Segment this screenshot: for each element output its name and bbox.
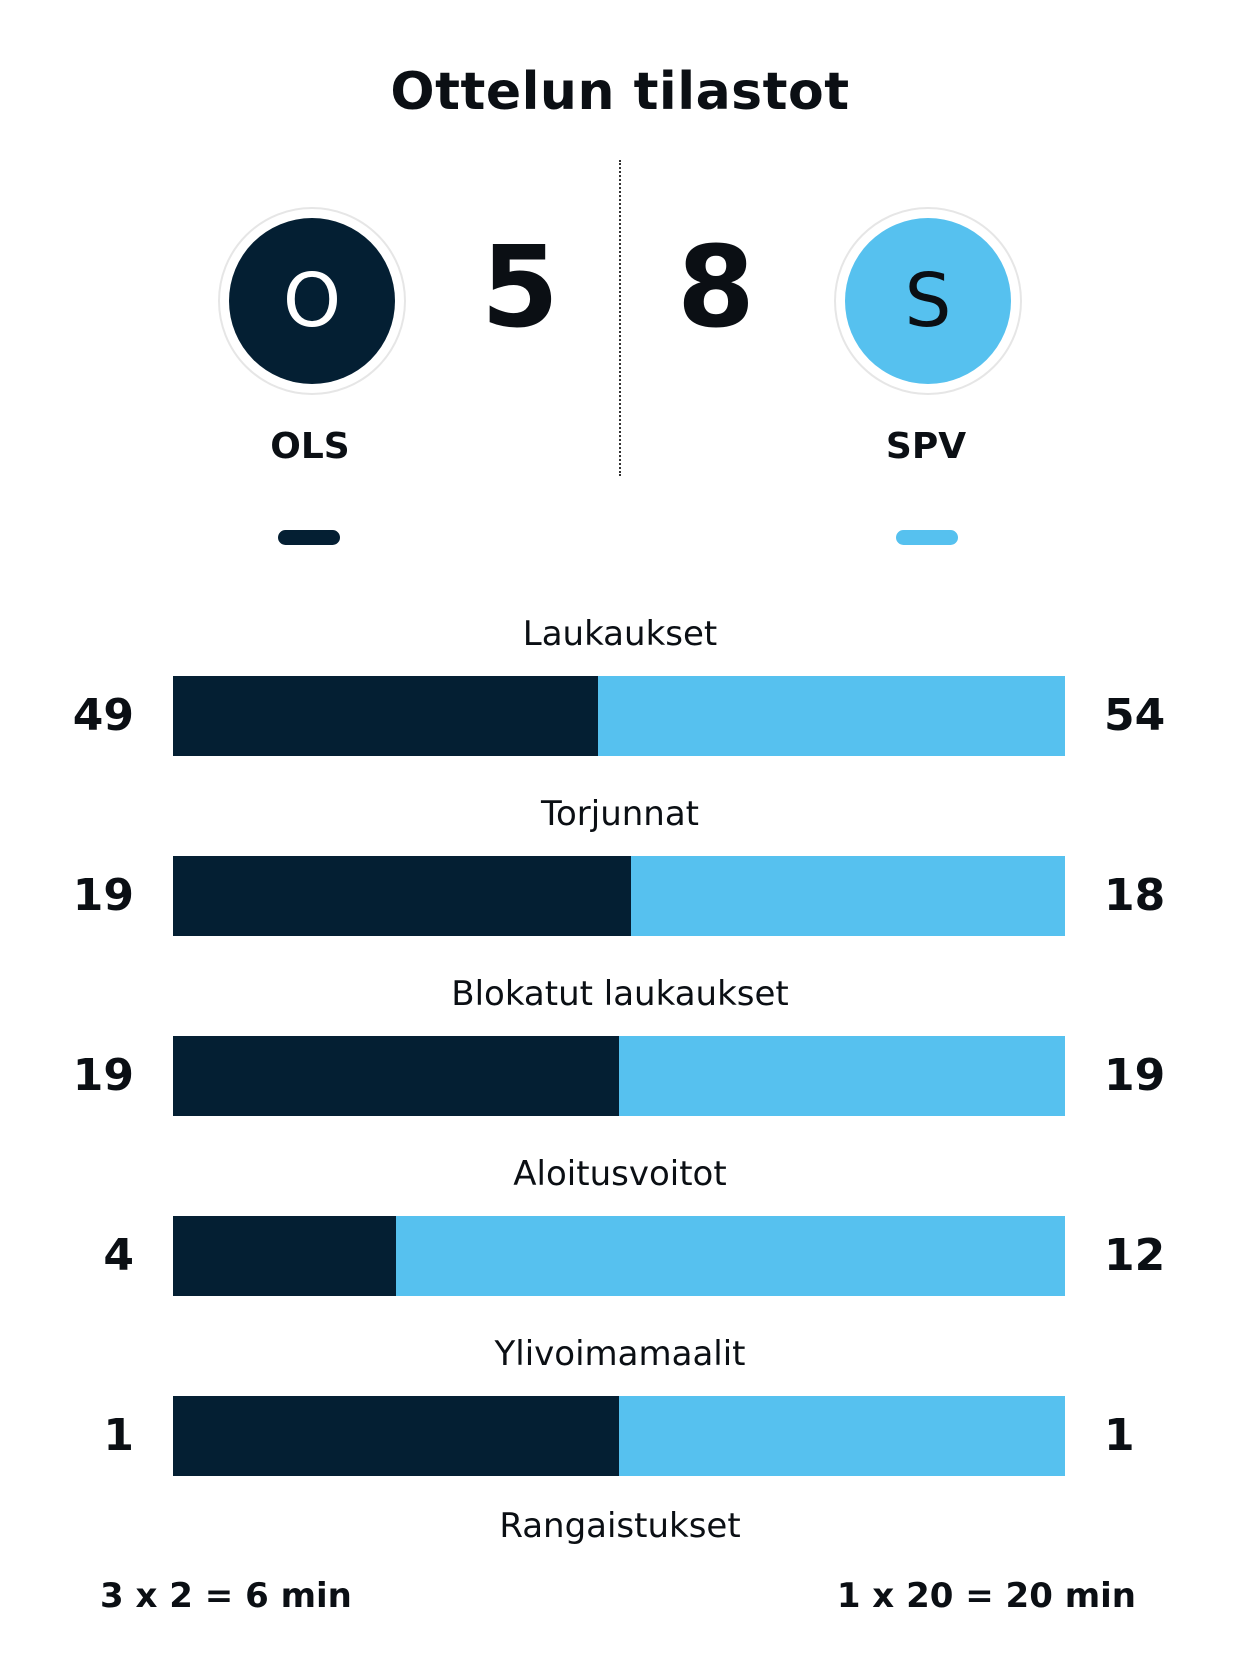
stat-bar-home-faceoffs bbox=[173, 1216, 396, 1296]
stat-bar-home-saves bbox=[173, 856, 632, 936]
stat-away-value-faceoffs: 12 bbox=[1104, 1230, 1166, 1281]
away-color-swatch bbox=[896, 530, 958, 545]
home-team-logo: O bbox=[218, 207, 406, 395]
stat-label-shots: Laukaukset bbox=[522, 614, 718, 654]
home-color-swatch bbox=[278, 530, 340, 545]
home-score: 5 bbox=[481, 223, 559, 353]
away-logo-letter: S bbox=[845, 218, 1011, 384]
stat-home-value-powerplay-goals: 1 bbox=[103, 1410, 134, 1461]
center-divider bbox=[619, 160, 621, 476]
stat-label-powerplay-goals: Ylivoimamaalit bbox=[494, 1334, 746, 1374]
stat-bar-away-faceoffs bbox=[396, 1216, 1065, 1296]
stat-bar-saves bbox=[173, 856, 1065, 936]
away-team-logo: S bbox=[834, 207, 1022, 395]
stat-bar-away-shots bbox=[597, 676, 1065, 756]
home-penalties: 3 x 2 = 6 min bbox=[100, 1576, 352, 1616]
stat-bar-powerplay-goals bbox=[173, 1396, 1065, 1476]
stat-bar-home-powerplay-goals bbox=[173, 1396, 619, 1476]
stat-bar-home-blocked-shots bbox=[173, 1036, 619, 1116]
stat-home-value-shots: 49 bbox=[72, 690, 134, 741]
stat-home-value-blocked-shots: 19 bbox=[72, 1050, 134, 1101]
stat-bar-away-blocked-shots bbox=[619, 1036, 1065, 1116]
home-logo-letter: O bbox=[229, 218, 395, 384]
away-penalties: 1 x 20 = 20 min bbox=[836, 1576, 1136, 1616]
page-title: Ottelun tilastot bbox=[390, 62, 850, 122]
stat-away-value-powerplay-goals: 1 bbox=[1104, 1410, 1135, 1461]
stat-bar-home-shots bbox=[173, 676, 598, 756]
away-team-name: SPV bbox=[885, 426, 967, 467]
stat-home-value-faceoffs: 4 bbox=[103, 1230, 134, 1281]
stat-away-value-saves: 18 bbox=[1104, 870, 1166, 921]
stat-away-value-blocked-shots: 19 bbox=[1104, 1050, 1166, 1101]
stat-away-value-shots: 54 bbox=[1104, 690, 1166, 741]
stat-label-blocked-shots: Blokatut laukaukset bbox=[451, 974, 789, 1014]
away-score: 8 bbox=[677, 223, 755, 353]
stat-label-saves: Torjunnat bbox=[540, 794, 700, 834]
stat-bar-faceoffs bbox=[173, 1216, 1065, 1296]
stat-bar-blocked-shots bbox=[173, 1036, 1065, 1116]
stat-home-value-saves: 19 bbox=[72, 870, 134, 921]
home-team-name: OLS bbox=[270, 426, 350, 467]
stat-bar-away-powerplay-goals bbox=[619, 1396, 1065, 1476]
stat-bar-shots bbox=[173, 676, 1065, 756]
stat-label-faceoffs: Aloitusvoitot bbox=[513, 1154, 727, 1194]
stat-label-penalties: Rangaistukset bbox=[499, 1506, 741, 1546]
stat-bar-away-saves bbox=[631, 856, 1065, 936]
